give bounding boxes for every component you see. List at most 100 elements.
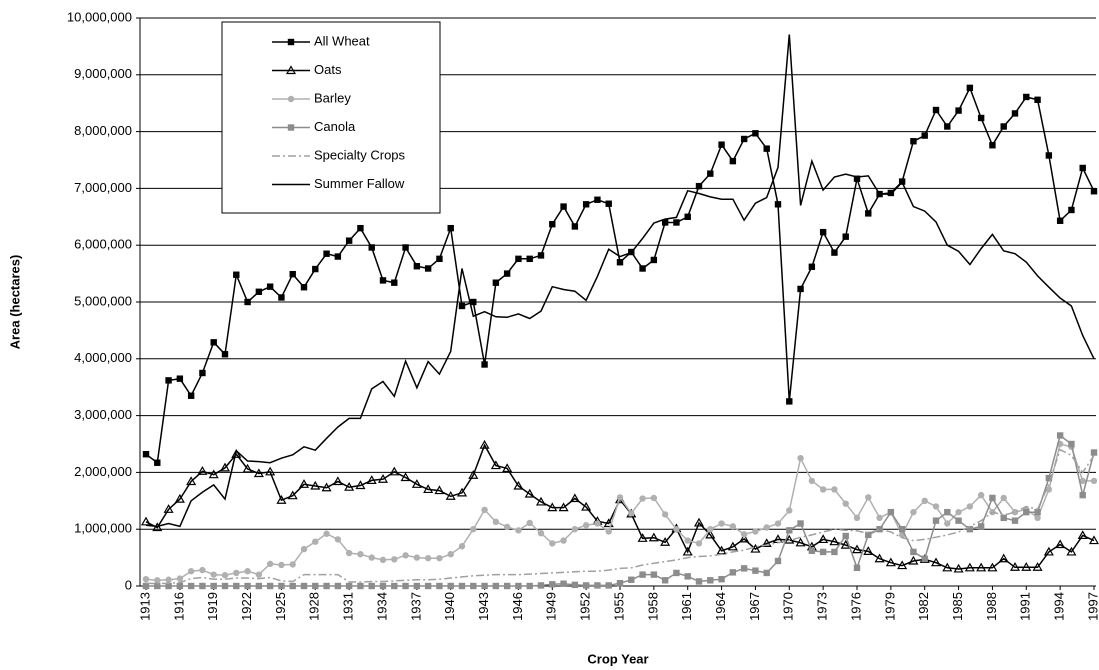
point — [345, 237, 353, 244]
point — [312, 265, 319, 273]
point — [921, 555, 928, 562]
point — [639, 265, 646, 272]
y-tick-label: 10,000,000 — [67, 9, 132, 24]
point — [244, 568, 251, 575]
point — [987, 562, 998, 572]
point — [594, 196, 601, 203]
point — [481, 361, 488, 368]
point — [763, 145, 770, 152]
point — [400, 472, 411, 482]
point — [492, 518, 500, 526]
point — [976, 562, 987, 572]
point — [391, 582, 398, 590]
y-tick-label: 6,000,000 — [74, 237, 132, 252]
x-tick-label: 1955 — [611, 592, 626, 621]
point — [165, 582, 172, 590]
point — [208, 469, 219, 479]
point — [242, 463, 253, 473]
point — [174, 493, 185, 503]
point — [503, 582, 511, 590]
point — [413, 582, 421, 590]
point — [1079, 477, 1086, 485]
legend-marker — [287, 38, 295, 46]
point — [853, 514, 861, 522]
point — [898, 526, 906, 533]
point — [1045, 474, 1053, 482]
point — [447, 582, 454, 590]
point — [458, 543, 466, 550]
point — [942, 562, 953, 572]
point — [411, 479, 422, 488]
point — [1011, 517, 1019, 524]
y-tick-label: 2,000,000 — [74, 464, 132, 479]
x-tick-label: 1976 — [848, 592, 863, 621]
point — [729, 569, 737, 576]
point — [503, 270, 511, 277]
point — [165, 377, 172, 384]
point — [818, 534, 829, 544]
point — [955, 508, 962, 516]
point — [729, 157, 737, 165]
point — [930, 557, 942, 567]
point — [571, 223, 579, 230]
x-tick-label: 1934 — [374, 592, 389, 621]
point — [831, 249, 838, 256]
legend-label: Barley — [314, 90, 351, 105]
point — [244, 298, 251, 306]
point — [865, 531, 872, 539]
point — [391, 279, 398, 286]
point — [468, 470, 479, 479]
point — [740, 531, 748, 538]
point — [423, 484, 434, 494]
x-tick-label: 1949 — [544, 592, 559, 621]
point — [210, 571, 217, 578]
point — [910, 508, 917, 516]
legend-box — [221, 21, 441, 214]
point — [887, 189, 895, 197]
point — [831, 486, 838, 493]
point — [154, 577, 161, 584]
point — [210, 582, 217, 590]
point — [797, 455, 804, 462]
legend-label: Oats — [314, 62, 342, 77]
x-tick-label: 1967 — [747, 592, 762, 621]
point — [379, 277, 387, 284]
point — [300, 284, 308, 291]
point — [695, 540, 703, 547]
point — [718, 520, 725, 527]
point — [233, 582, 240, 590]
point — [684, 573, 691, 580]
point — [379, 556, 387, 564]
point — [763, 524, 770, 531]
point — [289, 561, 296, 568]
point — [492, 582, 500, 590]
point — [537, 582, 545, 589]
point — [966, 84, 974, 92]
point — [786, 507, 793, 514]
point — [265, 466, 276, 476]
series-line — [145, 448, 1095, 585]
point — [1000, 494, 1007, 502]
point — [298, 479, 310, 488]
point — [763, 569, 770, 577]
legend-marker — [287, 95, 295, 103]
point — [278, 582, 285, 590]
point — [695, 182, 703, 190]
x-tick-label: 1943 — [476, 592, 491, 621]
point — [413, 263, 421, 270]
point — [210, 339, 217, 346]
point — [808, 263, 816, 270]
point — [310, 480, 321, 490]
x-tick-label: 1961 — [679, 592, 694, 621]
legend-marker — [285, 65, 297, 75]
point — [739, 533, 750, 543]
x-tick-label: 1916 — [171, 592, 186, 621]
point — [470, 526, 477, 533]
point — [932, 517, 940, 524]
point — [266, 560, 274, 568]
x-tick-label: 1919 — [205, 592, 220, 621]
point — [639, 495, 646, 502]
point — [1077, 530, 1088, 540]
point — [334, 536, 342, 543]
point — [774, 520, 782, 527]
